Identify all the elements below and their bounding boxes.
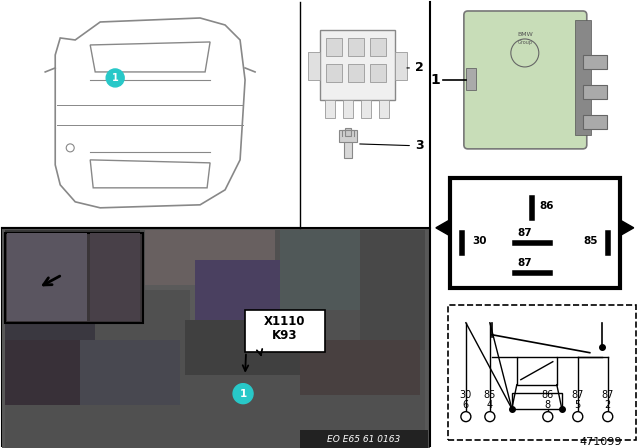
Bar bbox=[300, 430, 428, 448]
Text: 1: 1 bbox=[239, 389, 246, 399]
Bar bbox=[305, 10, 430, 228]
Text: 2: 2 bbox=[407, 61, 424, 74]
Bar bbox=[339, 130, 357, 142]
Bar bbox=[5, 233, 143, 323]
Text: 8: 8 bbox=[545, 400, 551, 409]
Text: 4: 4 bbox=[487, 400, 493, 409]
Text: X1110: X1110 bbox=[264, 315, 306, 328]
Bar bbox=[583, 85, 607, 99]
Bar bbox=[466, 68, 476, 90]
Polygon shape bbox=[436, 220, 450, 236]
Bar bbox=[145, 230, 275, 290]
Bar bbox=[320, 30, 395, 100]
Circle shape bbox=[106, 69, 124, 87]
Circle shape bbox=[233, 383, 253, 404]
Bar bbox=[3, 228, 430, 448]
Text: 87: 87 bbox=[518, 258, 532, 268]
Bar bbox=[379, 100, 389, 118]
Bar bbox=[5, 340, 85, 405]
Bar bbox=[348, 64, 364, 82]
Polygon shape bbox=[620, 220, 634, 236]
Bar bbox=[448, 305, 636, 439]
Circle shape bbox=[603, 412, 612, 422]
Bar bbox=[325, 100, 335, 118]
Bar bbox=[370, 64, 386, 82]
Text: 3: 3 bbox=[360, 139, 424, 152]
Bar bbox=[326, 38, 342, 56]
Bar bbox=[145, 285, 195, 335]
Text: 471099: 471099 bbox=[579, 437, 621, 447]
Bar bbox=[360, 230, 425, 350]
Bar bbox=[361, 100, 371, 118]
Bar bbox=[185, 320, 305, 375]
Text: 2: 2 bbox=[605, 400, 611, 409]
Text: Group: Group bbox=[517, 40, 532, 45]
Bar bbox=[195, 260, 285, 340]
Bar bbox=[300, 340, 420, 395]
Bar bbox=[450, 178, 620, 288]
Bar bbox=[7, 233, 87, 321]
Bar bbox=[5, 230, 140, 320]
Bar bbox=[344, 130, 352, 158]
Bar bbox=[348, 38, 364, 56]
Bar bbox=[512, 392, 562, 409]
Text: 86: 86 bbox=[540, 201, 554, 211]
Text: 86: 86 bbox=[541, 390, 554, 400]
Bar bbox=[345, 128, 351, 136]
Bar bbox=[583, 55, 607, 69]
Text: 87: 87 bbox=[602, 390, 614, 400]
Bar bbox=[80, 340, 180, 405]
Bar bbox=[575, 20, 591, 135]
Circle shape bbox=[573, 412, 583, 422]
Bar bbox=[280, 230, 380, 310]
Text: K93: K93 bbox=[272, 329, 298, 342]
Bar bbox=[583, 115, 607, 129]
Circle shape bbox=[66, 144, 74, 152]
Text: BMW: BMW bbox=[517, 32, 532, 38]
Bar bbox=[430, 0, 640, 448]
Bar bbox=[343, 100, 353, 118]
Bar bbox=[395, 52, 407, 80]
Text: 30: 30 bbox=[460, 390, 472, 400]
Text: 30: 30 bbox=[472, 236, 486, 246]
Circle shape bbox=[485, 412, 495, 422]
Text: 1: 1 bbox=[112, 73, 118, 83]
Bar bbox=[90, 233, 140, 321]
Bar bbox=[3, 228, 300, 446]
Circle shape bbox=[543, 412, 553, 422]
Text: EO E65 61 0163: EO E65 61 0163 bbox=[327, 435, 401, 444]
Bar bbox=[5, 230, 425, 448]
Circle shape bbox=[461, 412, 471, 422]
Bar bbox=[100, 290, 190, 350]
Text: 1: 1 bbox=[430, 73, 440, 87]
Bar bbox=[5, 300, 95, 350]
Text: 87: 87 bbox=[518, 228, 532, 238]
Bar bbox=[517, 357, 557, 385]
Text: 87: 87 bbox=[572, 390, 584, 400]
Bar bbox=[326, 64, 342, 82]
Bar bbox=[308, 52, 320, 80]
Bar bbox=[370, 38, 386, 56]
FancyBboxPatch shape bbox=[464, 11, 587, 149]
Text: 6: 6 bbox=[463, 400, 469, 409]
Text: 85: 85 bbox=[583, 236, 598, 246]
Text: 85: 85 bbox=[484, 390, 496, 400]
Bar bbox=[245, 310, 325, 352]
Text: 5: 5 bbox=[575, 400, 581, 409]
